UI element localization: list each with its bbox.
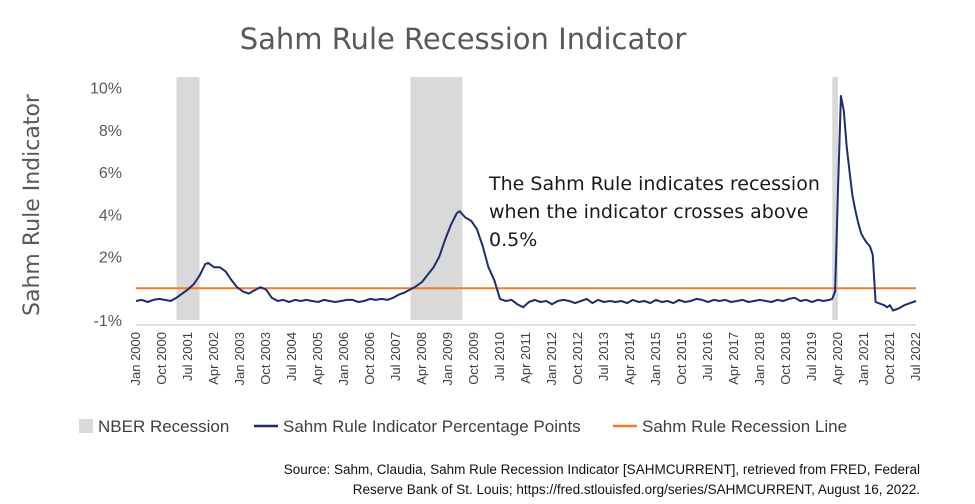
x-tick-label: Jan 2015 — [648, 332, 663, 386]
x-tick-label: Jul 2010 — [492, 332, 507, 381]
annotation-line-3: 0.5% — [489, 229, 537, 251]
x-tick-label: Jan 2006 — [336, 332, 351, 386]
source-line-1: Source: Sahm, Claudia, Sahm Rule Recessi… — [284, 462, 920, 477]
y-tick-label: 10% — [90, 81, 122, 98]
x-tick-label: Jul 2013 — [596, 332, 611, 381]
y-tick-label: 6% — [99, 165, 122, 182]
legend: NBER Recession Sahm Rule Indicator Perce… — [79, 417, 847, 436]
x-tick-label: Jul 2016 — [700, 332, 715, 381]
x-tick-label: Oct 2006 — [362, 332, 377, 385]
y-tick-label: 2% — [99, 250, 122, 267]
sahm-indicator-line — [135, 95, 917, 312]
recession-shading-group — [176, 77, 838, 320]
y-tick-label: 8% — [99, 123, 122, 140]
chart-title: Sahm Rule Recession Indicator — [240, 22, 687, 56]
x-tick-label: Jul 2019 — [804, 332, 819, 381]
x-tick-label: Oct 2000 — [154, 332, 169, 385]
annotation-line-1: The Sahm Rule indicates recession — [488, 173, 820, 195]
source-line-2: Reserve Bank of St. Louis; https://fred.… — [353, 482, 920, 497]
annotation-line-2: when the indicator crosses above — [489, 201, 808, 223]
x-tick-label: Oct 2018 — [778, 332, 793, 385]
x-tick-label: Jan 2000 — [128, 332, 143, 386]
x-tick-label: Jan 2009 — [440, 332, 455, 386]
x-tick-label: Oct 2015 — [674, 332, 689, 385]
x-tick-label: Jul 2004 — [284, 332, 299, 381]
x-tick-label: Oct 2012 — [570, 332, 585, 385]
x-tick-label: Apr 2014 — [622, 332, 637, 385]
x-tick-label: Apr 2017 — [726, 332, 741, 385]
source-note: Source: Sahm, Claudia, Sahm Rule Recessi… — [284, 462, 920, 497]
x-tick-label: Apr 2005 — [310, 332, 325, 385]
legend-recession-swatch — [79, 419, 93, 433]
y-axis-ticks: -1% 2% 4% 6% 8% 10% — [90, 81, 122, 330]
y-tick-label: 4% — [99, 207, 122, 224]
recession-band-1 — [176, 77, 200, 320]
x-tick-label: Jan 2003 — [232, 332, 247, 386]
legend-recession-label: NBER Recession — [98, 417, 229, 436]
x-tick-label: Apr 2011 — [518, 332, 533, 384]
x-axis-ticks: Jan 2000 Oct 2000 Jul 2001 Apr 2002 Jan 2003… — [128, 332, 923, 386]
x-tick-label: Jan 2018 — [752, 332, 767, 386]
y-axis-label: Sahm Rule Indicator — [20, 93, 45, 316]
recession-band-3 — [832, 77, 838, 320]
x-tick-label: Oct 2009 — [466, 332, 481, 385]
recession-band-2 — [410, 77, 463, 320]
x-tick-label: Jul 2007 — [388, 332, 403, 381]
legend-series-label: Sahm Rule Indicator Percentage Points — [283, 417, 581, 436]
x-tick-label: Apr 2002 — [206, 332, 221, 385]
x-tick-label: Oct 2021 — [882, 332, 897, 385]
x-tick-label: Apr 2020 — [830, 332, 845, 385]
legend-threshold-label: Sahm Rule Recession Line — [642, 417, 847, 436]
x-tick-label: Apr 2008 — [414, 332, 429, 385]
x-tick-label: Jul 2001 — [180, 332, 195, 381]
x-tick-label: Oct 2003 — [258, 332, 273, 385]
y-tick-label: -1% — [94, 313, 122, 330]
annotation: The Sahm Rule indicates recession when t… — [488, 173, 820, 251]
x-tick-label: Jul 2022 — [908, 332, 923, 381]
x-tick-label: Jan 2012 — [544, 332, 559, 386]
x-tick-label: Jan 2021 — [856, 332, 871, 386]
